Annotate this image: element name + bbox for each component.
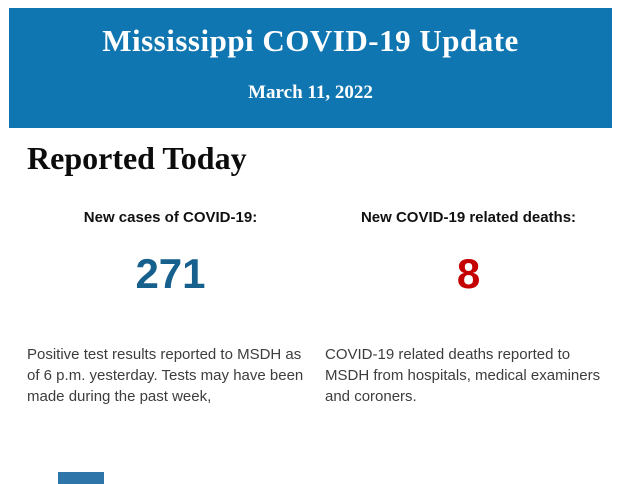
stats-row: New cases of COVID-19: 271 Positive test… — [27, 210, 612, 407]
new-cases-value: 271 — [135, 250, 206, 297]
page-title: Mississippi COVID-19 Update — [102, 23, 519, 58]
header-banner: Mississippi COVID-19 Update March 11, 20… — [9, 8, 612, 128]
new-deaths-value: 8 — [456, 250, 481, 297]
stat-new-cases: New cases of COVID-19: 271 Positive test… — [27, 210, 314, 407]
stat-new-deaths: New COVID-19 related deaths: 8 COVID-19 … — [325, 210, 612, 407]
banner-date: March 11, 2022 — [248, 82, 373, 103]
clipped-bottom-element — [58, 472, 104, 484]
new-deaths-description: COVID-19 related deaths reported to MSDH… — [325, 346, 601, 405]
new-deaths-label: New COVID-19 related deaths: — [360, 209, 577, 226]
new-cases-label: New cases of COVID-19: — [83, 209, 258, 226]
section-heading: Reported Today — [27, 140, 247, 176]
new-cases-description: Positive test results reported to MSDH a… — [27, 346, 304, 405]
